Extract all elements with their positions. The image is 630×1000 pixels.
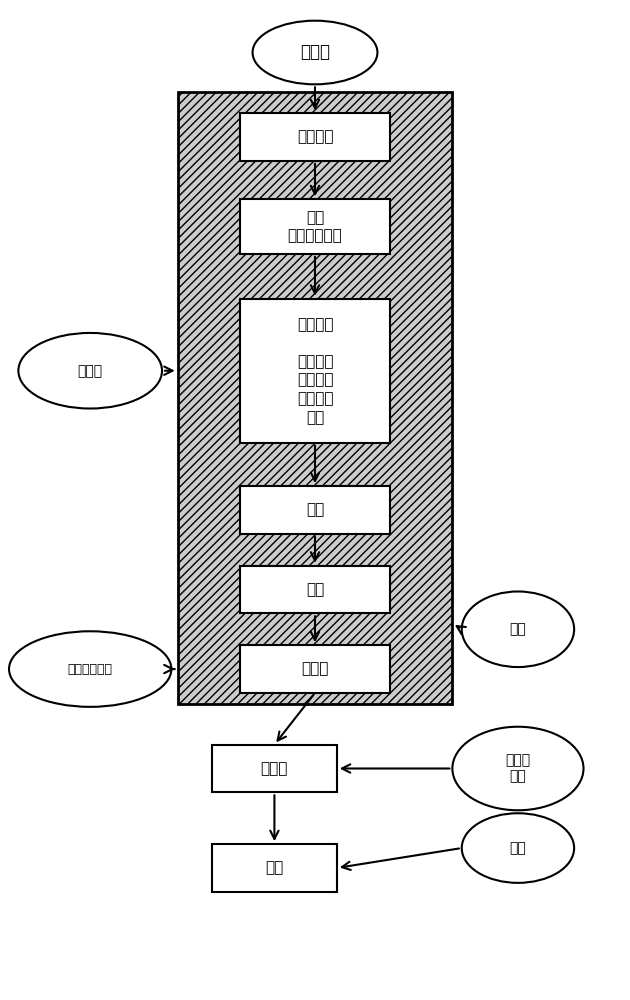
Text: 检验: 检验: [510, 622, 526, 636]
Bar: [240, 299, 390, 443]
Text: 外包装: 外包装: [261, 761, 288, 776]
Text: 入库: 入库: [265, 860, 284, 875]
Ellipse shape: [462, 591, 574, 667]
Text: 总混: 总混: [306, 502, 324, 517]
Text: 洁净包装容器: 洁净包装容器: [67, 663, 113, 676]
Text: 检验: 检验: [510, 841, 526, 855]
Ellipse shape: [452, 727, 583, 810]
Ellipse shape: [462, 813, 574, 883]
Bar: [212, 745, 337, 792]
Text: 原辅料: 原辅料: [300, 43, 330, 62]
Bar: [240, 566, 390, 613]
Ellipse shape: [18, 333, 162, 409]
Text: 压片: 压片: [306, 582, 324, 597]
Ellipse shape: [253, 21, 377, 84]
Text: 内包装: 内包装: [301, 662, 329, 677]
Bar: [240, 645, 390, 693]
Bar: [240, 113, 390, 161]
Bar: [178, 92, 452, 704]
Bar: [240, 199, 390, 254]
Text: 配料
（倍量稀释）: 配料 （倍量稀释）: [288, 210, 342, 243]
Text: 粉碎过筛: 粉碎过筛: [297, 130, 333, 145]
Bar: [240, 486, 390, 534]
Ellipse shape: [9, 631, 171, 707]
Text: 外包装
材料: 外包装 材料: [505, 753, 530, 784]
Text: 一步制粒

（混合、
制粒、干
燥一步完
成）: 一步制粒 （混合、 制粒、干 燥一步完 成）: [297, 317, 333, 425]
Text: 粘合剑: 粘合剑: [77, 364, 103, 378]
Bar: [212, 844, 337, 892]
